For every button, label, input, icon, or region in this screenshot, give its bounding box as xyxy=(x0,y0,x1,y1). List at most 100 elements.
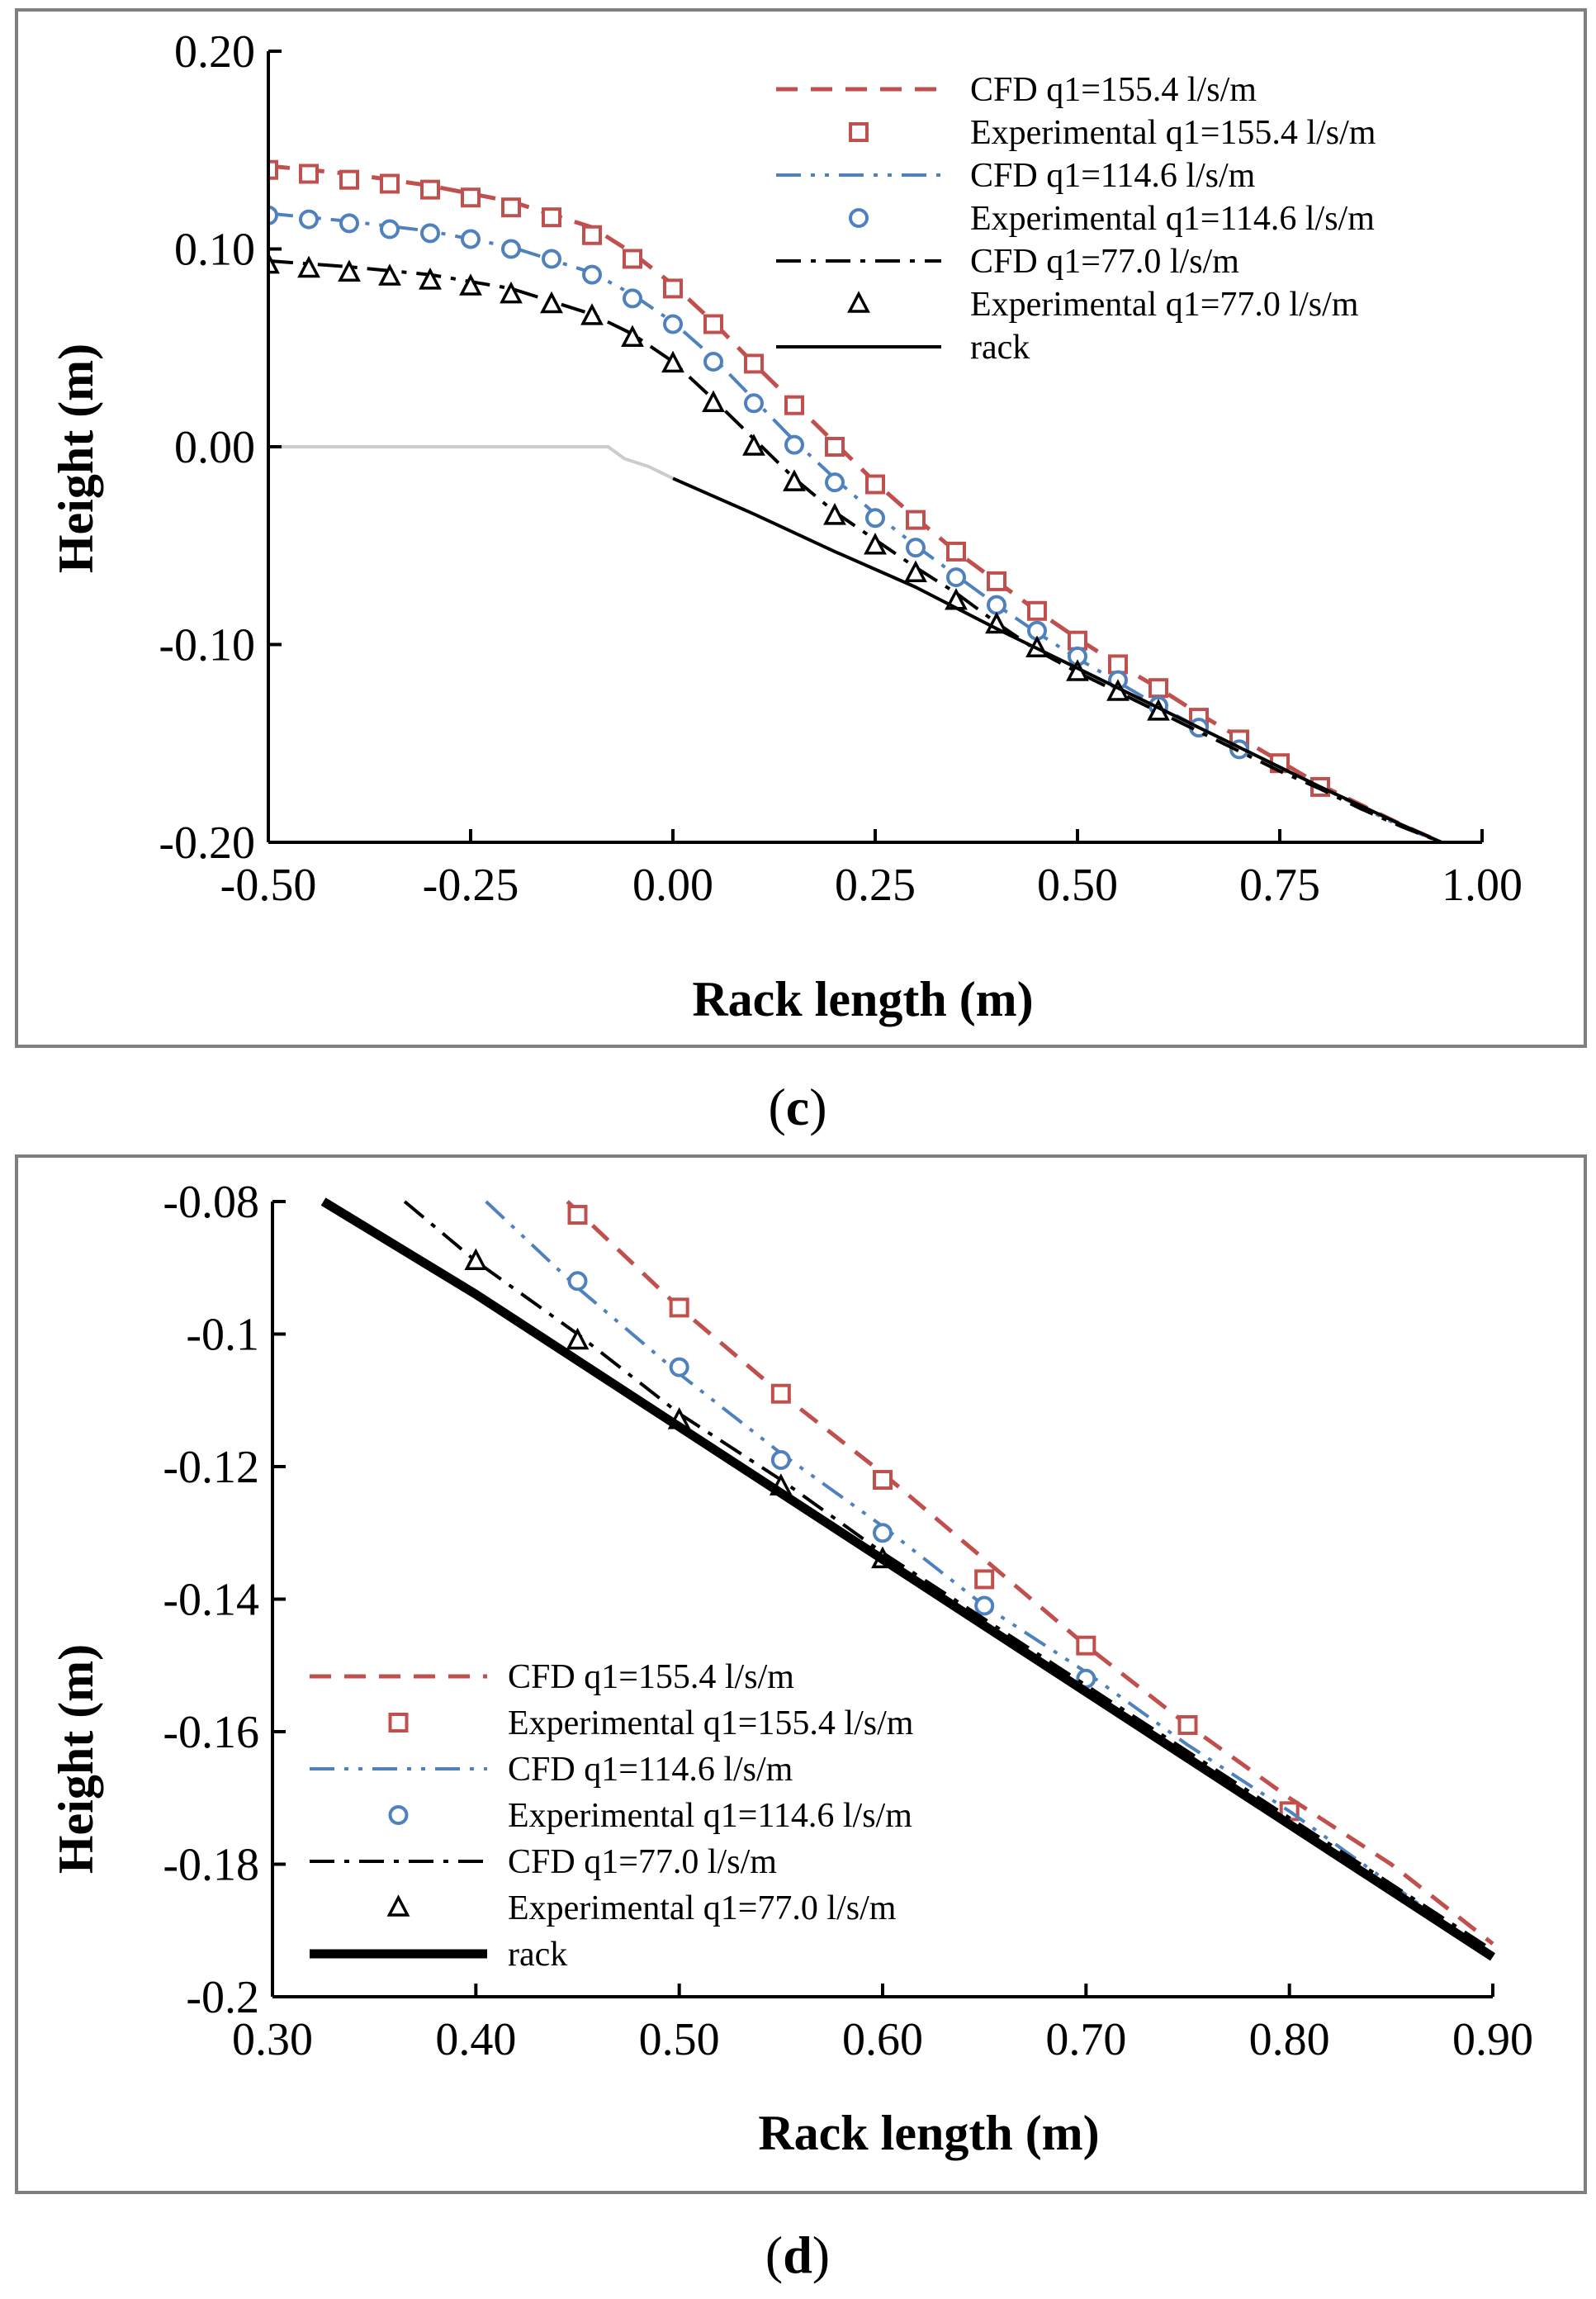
c-series-3-point-18 xyxy=(987,595,1006,615)
d-series-5-point-0 xyxy=(464,1248,488,1270)
d-legend-swatch-1 xyxy=(388,1713,409,1733)
c-series-4-line xyxy=(268,258,1442,842)
d-x-tick-label-0: 0.30 xyxy=(232,2014,313,2065)
d-legend-swatch-3 xyxy=(388,1805,409,1825)
c-series-1-point-21 xyxy=(1108,654,1128,675)
c-y-tick-label-2: 0.00 xyxy=(174,422,255,473)
c-series-5-point-1 xyxy=(297,255,320,278)
d-y-tick-label-2: -0.16 xyxy=(163,1707,259,1758)
d-series-1-point-1 xyxy=(669,1297,689,1318)
c-legend-swatch-5 xyxy=(847,291,870,313)
d-series-3-point-3 xyxy=(873,1523,893,1543)
c-legend-label-1: Experimental q1=155.4 l/s/m xyxy=(970,114,1376,152)
c-series-1-point-6 xyxy=(501,197,521,218)
panel-c-x-tick-labels: -0.50 -0.25 0.00 0.25 0.50 0.75 1.00 xyxy=(220,860,1523,911)
panel-c-x-axis-label: Rack length (m) xyxy=(692,972,1033,1026)
d-legend-label-0: CFD q1=155.4 l/s/m xyxy=(508,1658,794,1696)
c-series-6-line xyxy=(672,476,1442,842)
c-legend-label-6: rack xyxy=(970,329,1030,367)
c-series-3-point-7 xyxy=(542,249,561,269)
d-series-0-line xyxy=(566,1200,1494,1946)
c-series-5-point-5 xyxy=(459,273,482,296)
d-y-tick-label-5: -0.1 xyxy=(186,1310,259,1361)
c-y-tick-label-3: 0.10 xyxy=(174,225,255,276)
c-legend-swatch-3 xyxy=(849,208,869,228)
d-legend-item-0: CFD q1=155.4 l/s/m xyxy=(310,1658,794,1696)
c-series-1-point-17 xyxy=(946,541,966,562)
panel-c-y-axis-label: Height (m) xyxy=(49,344,103,573)
d-x-tick-label-1: 0.40 xyxy=(435,2014,516,2065)
c-series-3-point-12 xyxy=(744,393,764,414)
panel-c-border xyxy=(15,8,1587,1048)
d-legend-label-1: Experimental q1=155.4 l/s/m xyxy=(508,1704,914,1742)
c-series-5-point-0 xyxy=(268,251,280,274)
c-series-1-point-1 xyxy=(299,164,319,184)
d-series-1-point-2 xyxy=(770,1383,791,1404)
c-series-1-point-10 xyxy=(663,278,683,299)
c-y-tick-label-4: 0.20 xyxy=(174,26,255,78)
d-x-tick-label-2: 0.50 xyxy=(639,2014,720,2065)
panel-d-plot-area xyxy=(271,1197,1496,1998)
c-x-tick-label-6: 1.00 xyxy=(1442,860,1523,911)
c-series-1-point-16 xyxy=(906,510,926,530)
d-series-4-line xyxy=(403,1200,1494,1952)
c-x-tick-label-5: 0.75 xyxy=(1239,860,1320,911)
c-series-5-point-3 xyxy=(378,263,401,286)
d-legend-label-3: Experimental q1=114.6 l/s/m xyxy=(508,1797,912,1835)
d-series-3-point-0 xyxy=(567,1271,588,1292)
c-x-tick-label-0: -0.50 xyxy=(220,860,317,911)
c-series-5-point-15 xyxy=(864,532,887,555)
c-legend-item-5: Experimental q1=77.0 l/s/m xyxy=(847,286,1359,324)
d-y-tick-label-4: -0.12 xyxy=(163,1442,259,1493)
c-legend-item-0: CFD q1=155.4 l/s/m xyxy=(776,71,1257,109)
c-series-1-point-4 xyxy=(420,179,440,200)
c-legend-item-6: rack xyxy=(776,329,1030,367)
c-x-tick-label-3: 0.25 xyxy=(835,860,916,911)
c-series-3-point-17 xyxy=(946,567,966,588)
c-series-5-point-12 xyxy=(742,434,765,456)
c-series-5-point-8 xyxy=(580,303,604,325)
c-series-1-point-14 xyxy=(825,437,845,457)
panel-c-caption-letter: c xyxy=(786,1078,809,1136)
d-legend-item-4: CFD q1=77.0 l/s/m xyxy=(310,1843,777,1881)
c-series-5-point-2 xyxy=(338,259,361,282)
c-x-tick-label-4: 0.50 xyxy=(1037,860,1118,911)
d-series-3-point-2 xyxy=(770,1449,791,1470)
d-legend-item-5: Experimental q1=77.0 l/s/m xyxy=(386,1889,897,1927)
c-series-3-point-15 xyxy=(865,508,885,529)
panel-d-x-axis-label: Rack length (m) xyxy=(758,2106,1099,2160)
c-series-1-point-19 xyxy=(1027,600,1047,621)
c-series-1-point-9 xyxy=(623,249,642,269)
panel-c-legend: CFD q1=155.4 l/s/m Experimental q1=155.4 … xyxy=(776,71,1376,367)
c-series-3-point-14 xyxy=(825,472,845,493)
c-legend-label-0: CFD q1=155.4 l/s/m xyxy=(970,71,1257,109)
d-x-tick-label-6: 0.90 xyxy=(1452,2014,1533,2065)
c-legend-item-2: CFD q1=114.6 l/s/m xyxy=(776,157,1256,195)
panel-d-caption: (d) xyxy=(765,2226,830,2284)
d-series-5-point-1 xyxy=(566,1327,590,1350)
c-series-3-point-6 xyxy=(501,239,521,259)
c-x-tick-label-1: -0.25 xyxy=(423,860,519,911)
c-series-3-point-0 xyxy=(268,205,278,225)
d-series-6-line xyxy=(320,1197,1496,1961)
c-series-1-point-13 xyxy=(784,395,804,415)
d-series-3-point-4 xyxy=(974,1595,995,1616)
c-series-1-point-12 xyxy=(744,353,764,374)
d-legend-item-3: Experimental q1=114.6 l/s/m xyxy=(388,1797,912,1835)
c-series-3-point-3 xyxy=(380,219,400,239)
c-series-3-point-16 xyxy=(906,538,926,558)
c-series-1-point-2 xyxy=(339,169,359,190)
c-series-5-point-10 xyxy=(661,350,684,373)
c-y-tick-label-0: -0.20 xyxy=(159,818,255,869)
c-series-1-point-5 xyxy=(461,187,481,208)
c-series-1-point-15 xyxy=(865,474,885,495)
chart-panel-c: -0.20 -0.10 0.00 0.10 0.20 -0.50 -0.25 0.00 0.2… xyxy=(15,8,1587,1048)
c-series-1-point-22 xyxy=(1148,678,1168,699)
c-series-3-point-8 xyxy=(582,264,602,285)
c-series-5-point-14 xyxy=(823,503,846,525)
c-legend-item-1: Experimental q1=155.4 l/s/m xyxy=(849,114,1376,152)
c-series-5-point-11 xyxy=(702,390,725,413)
c-legend-swatch-1 xyxy=(849,122,869,142)
c-series-3-point-4 xyxy=(420,223,440,244)
